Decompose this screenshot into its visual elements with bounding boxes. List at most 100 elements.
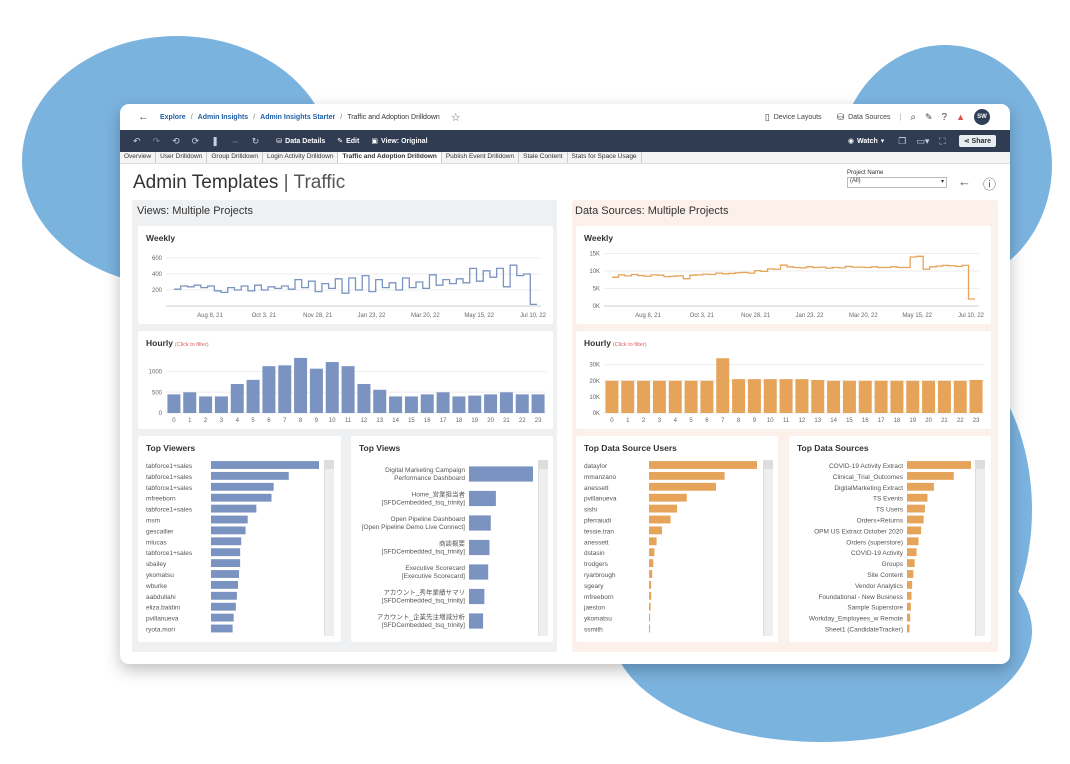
category-label-line: wburke: [145, 583, 167, 590]
scrollbar[interactable]: [538, 460, 548, 636]
scrollbar[interactable]: [763, 460, 773, 636]
edit-note-icon[interactable]: ✎: [924, 111, 933, 122]
x-tick-label: 11: [783, 418, 790, 424]
x-tick-label: May 15, 22: [464, 313, 494, 319]
bar: [605, 380, 619, 413]
x-tick-label: 0: [610, 418, 614, 424]
tab-overview[interactable]: Overview: [120, 152, 157, 163]
x-tick-label: 7: [721, 418, 725, 424]
breadcrumb-starter[interactable]: Admin Insights Starter: [260, 113, 336, 121]
tab-stale-content[interactable]: Stale Content: [519, 152, 568, 163]
category-label-line: pvillanueva: [584, 496, 617, 503]
bell-icon[interactable]: ▲: [956, 112, 965, 122]
help-icon[interactable]: ?: [941, 111, 948, 123]
pause-icon[interactable]: ❚: [211, 135, 219, 146]
bar: [649, 515, 671, 524]
back-arrow-icon[interactable]: ←: [958, 174, 971, 189]
bar: [452, 396, 466, 413]
data-sources-button[interactable]: Data Sources: [848, 113, 891, 121]
bar: [420, 394, 434, 413]
page-title-sub: Traffic: [293, 172, 346, 193]
tab-space-usage[interactable]: Stats for Space Usage: [568, 152, 642, 163]
data-details-button[interactable]: ⛁ Data Details: [276, 137, 325, 146]
x-tick-label: 14: [392, 418, 399, 424]
bar: [621, 380, 635, 413]
tab-traffic-adoption[interactable]: Traffic and Adoption Drilldown: [338, 152, 442, 163]
link-icon[interactable]: ⇔: [230, 136, 240, 146]
share-button[interactable]: ⋖ Share: [958, 135, 996, 147]
share-icon: ⋖: [963, 138, 970, 145]
x-tick-label: May 15, 22: [902, 313, 932, 319]
category-label-line: Performance Dashboard: [394, 475, 465, 482]
x-tick-label: 13: [376, 418, 383, 424]
category-label: TS Users: [876, 507, 904, 514]
tab-user-drilldown[interactable]: User Drilldown: [156, 152, 208, 163]
bar: [649, 548, 655, 557]
search-icon[interactable]: ⌕: [910, 111, 916, 123]
scrollbar[interactable]: [975, 460, 985, 636]
scrollbar[interactable]: [324, 460, 334, 636]
back-arrow-icon[interactable]: ←: [138, 111, 149, 123]
view-button[interactable]: ▣ View: Original: [371, 137, 427, 146]
ds-weekly-panel: Weekly 0K 5K 10K 15K Aug 8, 21 Oct 3, 21 Nov 2…: [576, 226, 991, 324]
series-line: [612, 255, 975, 300]
category-label: sishi: [584, 507, 597, 514]
tab-group-drilldown[interactable]: Group Drilldown: [207, 152, 263, 163]
watch-button[interactable]: ◉ Watch ▾: [848, 137, 884, 146]
category-label-line: ykomatsu: [584, 616, 612, 623]
y-tick-label: 0K: [593, 304, 600, 310]
category-label-line: anessett: [584, 539, 609, 546]
breadcrumb-separator: /: [190, 113, 193, 121]
present-icon[interactable]: ▭▾: [916, 135, 930, 146]
scrollbar-thumb[interactable]: [976, 460, 985, 469]
scrollbar-thumb[interactable]: [764, 460, 773, 469]
divider: |: [899, 113, 902, 121]
bar: [211, 471, 289, 480]
undo-icon[interactable]: ↶: [133, 135, 141, 146]
bar: [649, 602, 651, 611]
breadcrumb-explore[interactable]: Explore: [160, 113, 186, 121]
bar: [907, 602, 911, 611]
category-label-line: [SFDCembedded_tsq_trinity]: [382, 622, 466, 629]
views-weekly-title: Weekly: [146, 233, 176, 243]
category-label-line: Workday_Employees_w Remote: [809, 616, 904, 623]
info-icon[interactable]: ⓘ: [983, 177, 997, 192]
bar: [246, 379, 260, 413]
refresh-icon[interactable]: ⟳: [191, 135, 200, 146]
fullscreen-icon[interactable]: ⛶: [939, 135, 946, 146]
x-tick-label: Oct 3, 21: [252, 313, 277, 319]
x-tick-label: 9: [315, 418, 319, 424]
category-label: mfreeborn: [584, 594, 614, 601]
scrollbar-thumb[interactable]: [539, 460, 548, 469]
data-sources-section-title: Data Sources: Multiple Projects: [575, 205, 729, 217]
category-label-line: anessett: [584, 485, 609, 492]
avatar[interactable]: SW: [974, 109, 990, 125]
replay-icon[interactable]: ↻: [251, 135, 260, 146]
y-tick-label: 0: [159, 411, 163, 417]
bar: [468, 395, 482, 413]
x-tick-label: 20: [925, 418, 932, 424]
category-label: 商談概要[SFDCembedded_tsq_trinity]: [382, 539, 466, 556]
tab-publish-event[interactable]: Publish Event Drilldown: [442, 152, 520, 163]
tab-login-activity[interactable]: Login Activity Drilldown: [263, 152, 339, 163]
edit-button[interactable]: ✎ Edit: [337, 137, 359, 146]
bar: [907, 515, 924, 524]
category-label-line: [Open Pipeline Demo Live Connect]: [362, 524, 466, 531]
scrollbar-thumb[interactable]: [325, 460, 334, 469]
device-layouts-button[interactable]: Device Layouts: [773, 113, 822, 121]
top-ds-chart: COVID-19 Activity Extract Clinical_Trial_…: [809, 461, 971, 634]
breadcrumb-admin-insights[interactable]: Admin Insights: [197, 113, 249, 121]
category-label-line: mfreeborn: [584, 594, 614, 601]
project-filter-select[interactable]: (All): [847, 177, 947, 188]
category-label: ssmith: [584, 627, 603, 634]
x-tick-label: 6: [267, 418, 271, 424]
category-label: pferraiudi: [584, 518, 611, 525]
revert-icon[interactable]: ⟲: [172, 135, 180, 146]
bar: [325, 362, 339, 413]
bar: [649, 471, 725, 480]
comment-icon[interactable]: ❐: [898, 135, 907, 146]
redo-icon[interactable]: ↷: [152, 135, 161, 146]
bar: [341, 366, 355, 413]
star-icon[interactable]: ☆: [450, 111, 461, 124]
bar: [922, 380, 936, 413]
